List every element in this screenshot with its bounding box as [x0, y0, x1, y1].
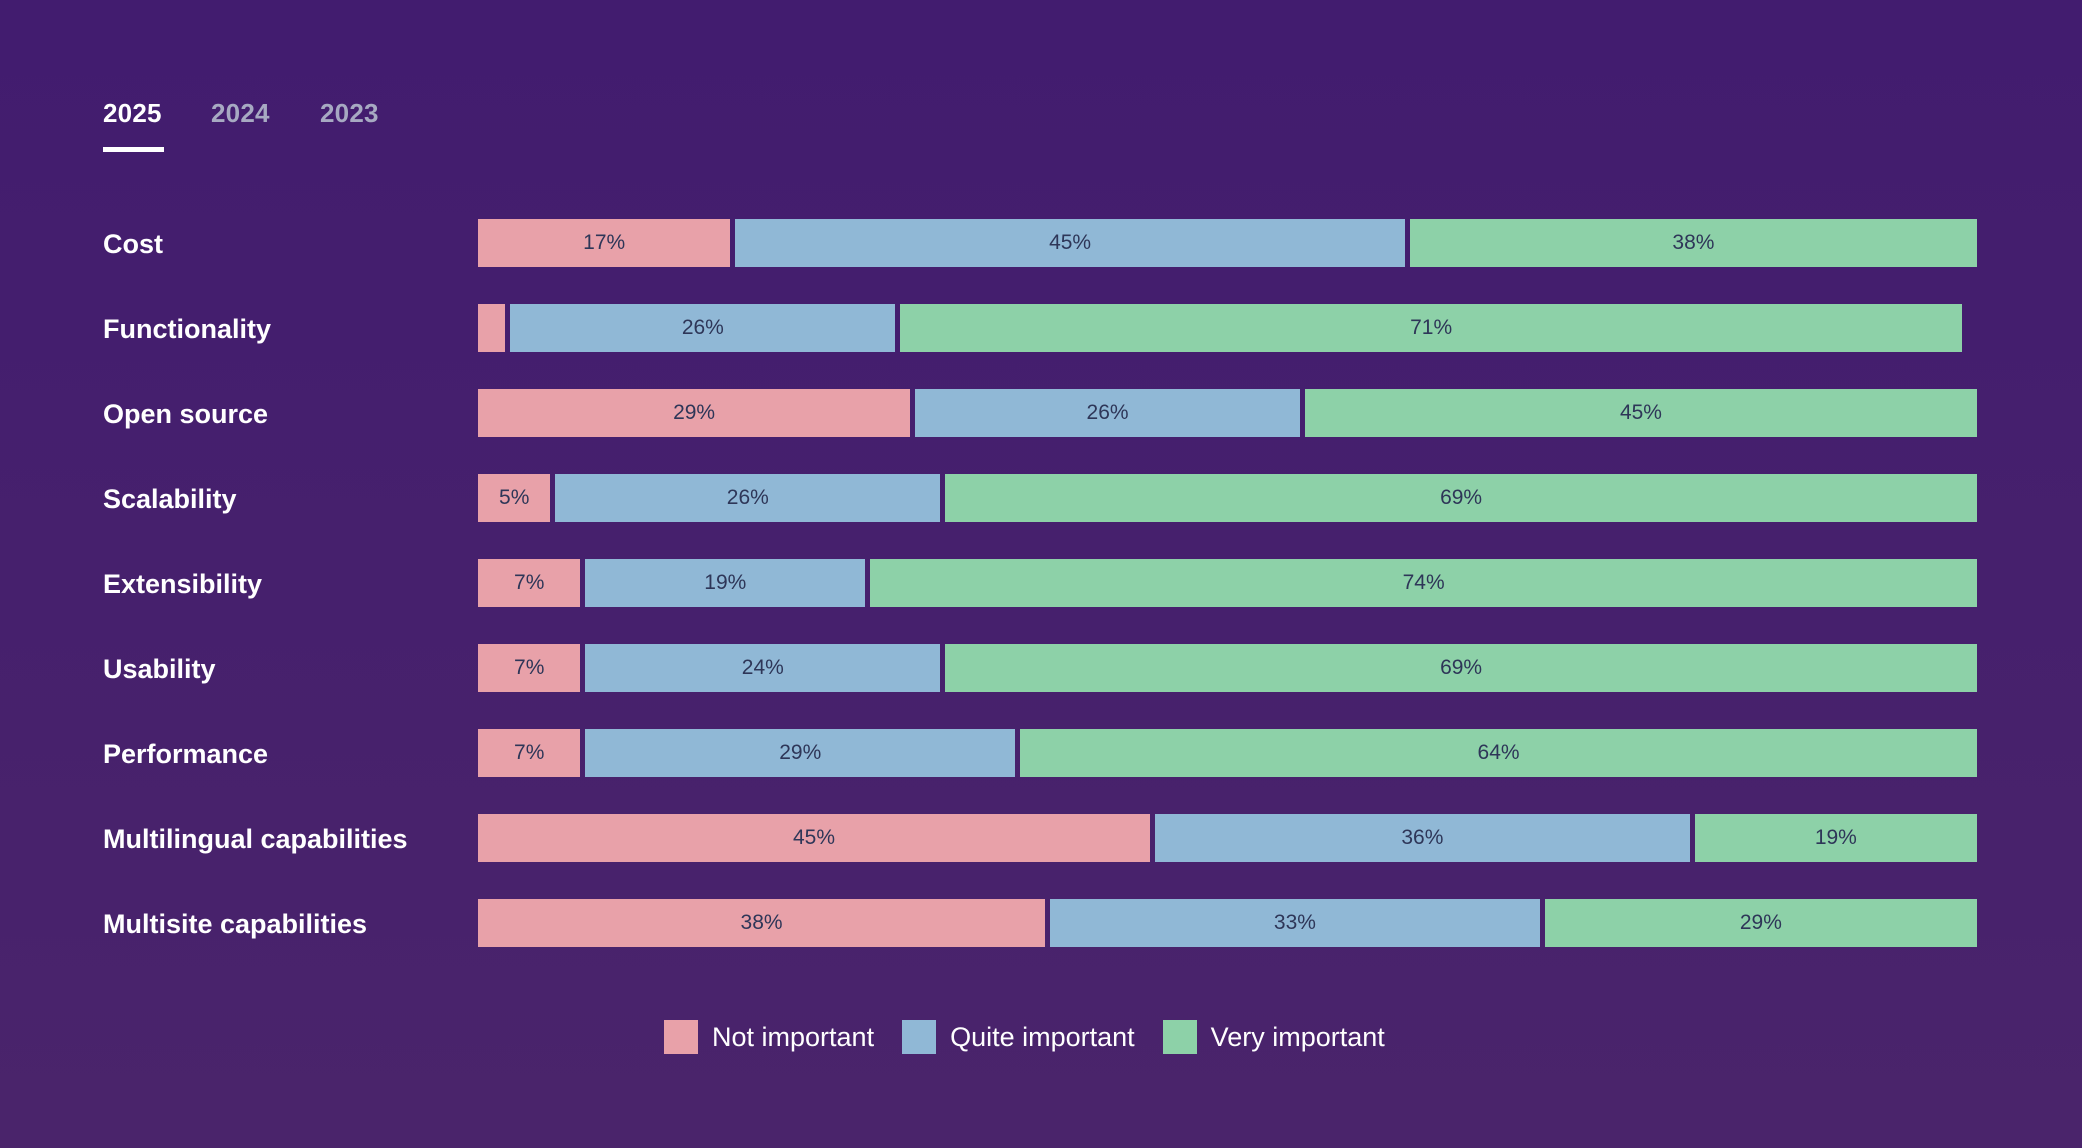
row-label-extensibility: Extensibility — [103, 569, 263, 599]
segment-value-label: 7% — [514, 571, 545, 594]
legend-label: Quite important — [950, 1021, 1135, 1052]
segment-value-label: 45% — [793, 826, 836, 849]
legend-item-not-important: Not important — [664, 1020, 874, 1054]
bar-segment-quite-important-multilingual-capabilities: 36% — [1155, 814, 1690, 862]
segment-value-label: 38% — [1672, 231, 1715, 254]
active-tab-indicator — [103, 147, 164, 152]
segment-value-label: 29% — [779, 741, 822, 764]
legend-swatch-quite-important — [902, 1020, 937, 1054]
segment-value-label: 19% — [1814, 826, 1857, 849]
segment-value-label: 38% — [740, 911, 783, 934]
segment-value-label: 7% — [514, 741, 545, 764]
bar-segment-not-important-multisite-capabilities: 38% — [478, 899, 1046, 947]
segment-value-label: 19% — [704, 571, 747, 594]
bar-segment-not-important-open-source: 29% — [478, 389, 911, 437]
segment-value-label: 71% — [1410, 316, 1453, 339]
segment-value-label: 5% — [499, 486, 530, 509]
segment-value-label: 64% — [1477, 741, 1520, 764]
row-label-usability: Usability — [103, 654, 216, 684]
bar-segment-quite-important-open-source: 26% — [915, 389, 1300, 437]
bar-segment-not-important-cost: 17% — [478, 219, 731, 267]
bar-segment-quite-important-extensibility: 19% — [585, 559, 866, 607]
row-label-multisite-capabilities: Multisite capabilities — [103, 909, 368, 939]
row-label-multilingual-capabilities: Multilingual capabilities — [103, 824, 408, 854]
bar-segment-not-important-functionality — [478, 304, 506, 352]
segment-value-label: 45% — [1049, 231, 1092, 254]
legend-item-very-important: Very important — [1162, 1020, 1385, 1054]
segment-value-label: 29% — [673, 401, 716, 424]
row-label-cost: Cost — [103, 229, 163, 259]
segment-value-label: 36% — [1401, 826, 1444, 849]
row-label-functionality: Functionality — [103, 314, 271, 344]
segment-value-label: 26% — [681, 316, 724, 339]
bar-segment-very-important-multilingual-capabilities: 19% — [1694, 814, 1977, 862]
bar-segment-not-important-scalability: 5% — [478, 474, 551, 522]
bar-segment-very-important-open-source: 45% — [1304, 389, 1977, 437]
bar-segment-not-important-performance: 7% — [478, 729, 581, 777]
tab-2025[interactable]: 2025 — [103, 98, 162, 128]
row-label-scalability: Scalability — [103, 484, 237, 514]
bar-segment-very-important-performance: 64% — [1020, 729, 1977, 777]
bar-segment-quite-important-scalability: 26% — [555, 474, 941, 522]
tab-2024[interactable]: 2024 — [211, 98, 270, 128]
bar-segment-very-important-multisite-capabilities: 29% — [1544, 899, 1977, 947]
bar-segment-not-important-extensibility: 7% — [478, 559, 581, 607]
legend-label: Not important — [712, 1021, 875, 1052]
segment-value-label: 74% — [1402, 571, 1445, 594]
bar-segment-very-important-scalability: 69% — [945, 474, 1977, 522]
bar-segment-very-important-functionality: 71% — [900, 304, 1962, 352]
segment-value-label: 24% — [741, 656, 784, 679]
bar-segment-not-important-usability: 7% — [478, 644, 581, 692]
bar-segment-quite-important-usability: 24% — [585, 644, 941, 692]
legend: Not important Quite important Very impor… — [664, 1020, 1413, 1054]
legend-swatch-not-important — [664, 1020, 698, 1054]
row-label-open-source: Open source — [103, 399, 269, 429]
bar-segment-quite-important-cost: 45% — [735, 219, 1405, 267]
bar-segment-not-important-multilingual-capabilities: 45% — [478, 814, 1151, 862]
segment-value-label: 17% — [583, 231, 626, 254]
bar-segment-very-important-usability: 69% — [945, 644, 1977, 692]
segment-value-label: 29% — [1739, 911, 1782, 934]
legend-item-quite-important: Quite important — [902, 1020, 1135, 1054]
segment-value-label: 26% — [726, 486, 769, 509]
segment-value-label: 45% — [1619, 401, 1662, 424]
row-label-performance: Performance — [103, 739, 269, 769]
bar-segment-very-important-extensibility: 74% — [870, 559, 1977, 607]
bar-segment-very-important-cost: 38% — [1409, 219, 1977, 267]
segment-value-label: 69% — [1440, 486, 1483, 509]
legend-label: Very important — [1210, 1021, 1385, 1052]
segment-value-label: 69% — [1440, 656, 1483, 679]
bar-segment-quite-important-performance: 29% — [585, 729, 1016, 777]
bar-segment-quite-important-multisite-capabilities: 33% — [1050, 899, 1540, 947]
segment-value-label: 33% — [1273, 911, 1316, 934]
bar-segment-quite-important-functionality: 26% — [510, 304, 896, 352]
tab-2023[interactable]: 2023 — [320, 98, 379, 128]
segment-value-label: 7% — [514, 656, 545, 679]
segment-value-label: 26% — [1086, 401, 1129, 424]
legend-swatch-very-important — [1162, 1020, 1197, 1054]
